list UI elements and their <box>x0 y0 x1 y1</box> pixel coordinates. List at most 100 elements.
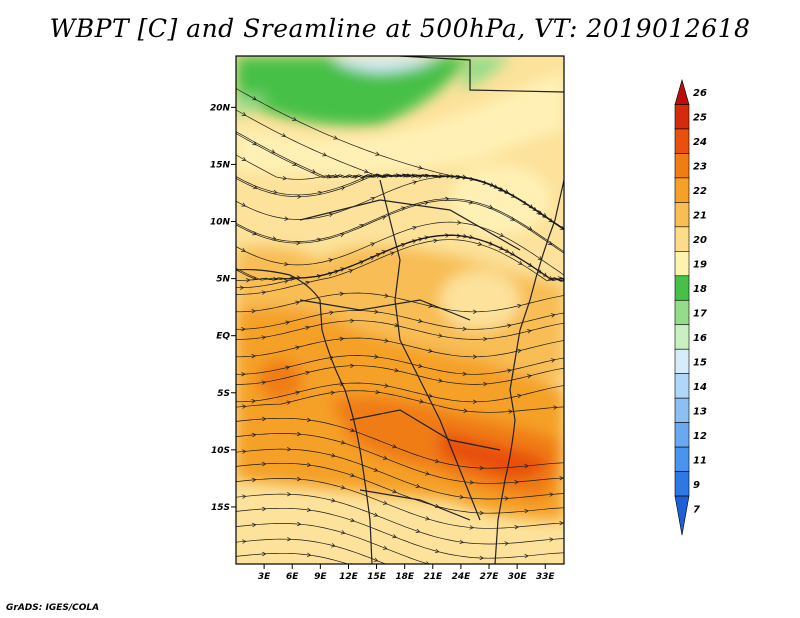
streamline-arrow <box>306 462 312 468</box>
x-axis: 3E 6E 9E 12E 15E 18E 21E 24E 27E 30E 33E <box>258 564 555 582</box>
streamline-arrow <box>507 368 512 373</box>
streamline-arrow <box>322 152 327 157</box>
streamline-arrow <box>547 241 553 246</box>
colorbar-label: 11 <box>693 455 707 466</box>
streamline-arrow <box>252 185 258 190</box>
streamline <box>236 199 564 254</box>
streamline-arrow <box>459 539 465 545</box>
streamline-arrow <box>375 389 381 395</box>
streamline-arrow <box>284 279 289 284</box>
streamline-arrow <box>246 277 251 283</box>
streamline-arrow <box>374 309 379 314</box>
x-tick-label: 15E <box>367 572 387 582</box>
chart-title: WBPT [C] and Sreamline at 500hPa, VT: 20… <box>49 14 751 43</box>
streamline-arrow <box>549 537 554 542</box>
x-tick-label: 18E <box>395 572 415 582</box>
streamline-arrow <box>360 176 365 182</box>
streamline-arrow <box>550 358 556 363</box>
streamline-arrow <box>241 111 247 116</box>
streamline-arrow <box>350 518 356 523</box>
streamline-arrow <box>370 255 375 261</box>
streamline-arrow <box>524 463 529 469</box>
streamline-arrow <box>559 520 564 526</box>
streamline-arrow <box>328 258 334 263</box>
y-tick-label: 5N <box>216 275 230 285</box>
streamline-arrow <box>339 291 345 297</box>
streamline-arrow <box>483 381 488 387</box>
streamline-arrow <box>479 510 485 516</box>
streamline-arrow <box>438 333 443 338</box>
streamline-arrow <box>537 210 543 215</box>
streamline <box>236 478 564 529</box>
streamline-arrow <box>438 378 443 383</box>
streamline-arrow <box>306 417 312 423</box>
colorbar-swatch <box>674 275 690 301</box>
streamline-arrow <box>295 390 301 395</box>
streamline-arrow <box>329 310 334 315</box>
streamline-arrow <box>251 432 257 438</box>
streamline-arrow <box>469 480 475 485</box>
streamline-arrow <box>433 238 438 243</box>
streamline-arrow <box>262 551 267 557</box>
streamline-arrow <box>472 399 478 405</box>
streamline-arrow <box>330 390 336 395</box>
streamline-arrow <box>381 215 387 220</box>
streamline <box>236 417 564 469</box>
streamline-arrow <box>373 467 379 472</box>
x-tick-label: 12E <box>339 572 359 582</box>
streamline-arrow <box>469 525 475 530</box>
streamline-arrow <box>525 599 529 603</box>
streamline-arrow <box>462 234 468 239</box>
streamline-arrow <box>370 242 375 247</box>
streamline <box>236 523 430 564</box>
streamline-arrow <box>295 345 301 350</box>
streamline-arrow <box>241 539 247 544</box>
streamline <box>236 320 564 340</box>
colorbar-label: 17 <box>693 309 707 320</box>
streamline-arrow <box>252 141 257 146</box>
streamline-arrow <box>527 329 532 334</box>
streamline-arrow <box>392 489 397 494</box>
streamline-arrow <box>282 176 288 181</box>
streamline <box>236 382 564 403</box>
streamline <box>236 198 564 253</box>
streamline-arrow <box>241 326 246 332</box>
streamline-arrow <box>262 461 267 467</box>
streamline <box>236 390 564 413</box>
streamline-arrow <box>296 240 301 246</box>
streamline-arrow <box>499 187 505 192</box>
streamline-arrow <box>306 552 312 558</box>
streamline-arrow <box>273 189 278 195</box>
colorbar-label: 13 <box>693 406 707 417</box>
colorbar-swatch <box>674 202 690 228</box>
streamline-arrow <box>537 269 543 274</box>
streamline <box>236 176 564 230</box>
streamline-arrow <box>374 354 379 359</box>
streamline-arrow <box>472 354 478 360</box>
x-tick-label: 3E <box>258 572 271 582</box>
colorbar-label: 16 <box>693 333 707 344</box>
streamline-arrow <box>384 293 390 298</box>
streamline-arrow <box>528 204 534 209</box>
streamline-arrow <box>557 276 563 281</box>
streamline-arrow <box>426 561 430 564</box>
streamline-arrow <box>505 587 509 591</box>
streamline-arrow <box>514 479 520 485</box>
streamline <box>236 239 564 295</box>
streamline-arrow <box>350 428 356 433</box>
streamline-arrow <box>456 233 462 239</box>
streamline-arrow <box>462 326 468 332</box>
streamline <box>236 552 349 564</box>
streamline-arrow <box>549 492 554 497</box>
colorbar-label: 21 <box>693 211 707 222</box>
streamline-arrow <box>284 261 289 267</box>
streamline-arrow <box>524 508 529 514</box>
streamline <box>236 292 564 313</box>
colorbar-label: 14 <box>693 382 707 393</box>
streamline-arrow <box>241 247 246 252</box>
streamline <box>236 355 564 375</box>
streamline-arrow <box>504 541 510 546</box>
streamline-arrow <box>394 368 400 373</box>
streamline-arrow <box>287 536 292 542</box>
y-tick-label: EQ <box>216 332 230 342</box>
